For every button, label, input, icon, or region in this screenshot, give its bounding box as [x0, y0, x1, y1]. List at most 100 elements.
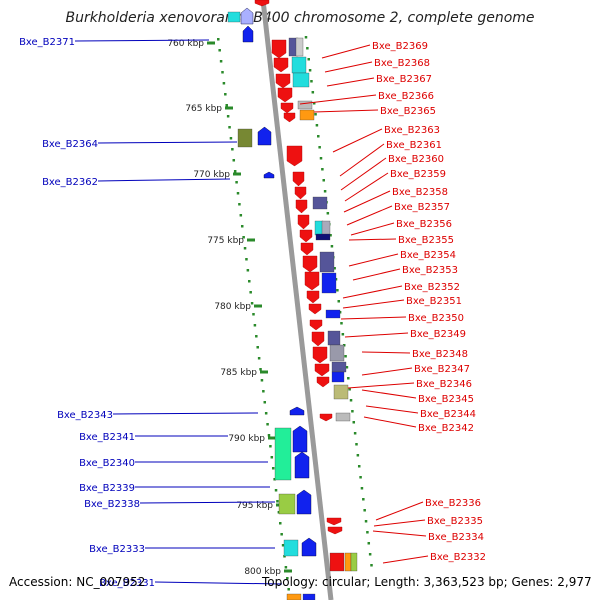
- guide-dot: [232, 159, 236, 162]
- right-gene-label: Bxe_B2365: [380, 106, 436, 117]
- right-leader: [321, 44, 371, 59]
- guide-dot: [321, 168, 324, 171]
- right-gene-label: Bxe_B2361: [386, 140, 442, 151]
- guide-dot: [314, 113, 317, 116]
- guide-dot: [270, 456, 274, 459]
- gene-block: [312, 196, 328, 210]
- right-leader: [350, 222, 395, 236]
- right-gene-label: Bxe_B2342: [418, 423, 474, 434]
- tick-label: 785 kbp: [220, 368, 257, 378]
- gene-block: [299, 109, 315, 121]
- gene-arrow-up: [240, 7, 254, 25]
- guide-dot: [304, 36, 308, 39]
- tick-mark: [260, 370, 268, 374]
- gene-arrow-down: [292, 171, 305, 187]
- right-leader: [361, 351, 411, 354]
- right-leader: [340, 316, 407, 320]
- guide-dot: [259, 368, 262, 371]
- gene-block: [327, 330, 341, 346]
- right-leader: [326, 77, 375, 87]
- guide-dot: [306, 47, 309, 50]
- tick-mark: [207, 41, 215, 45]
- guide-dot: [351, 410, 354, 413]
- guide-dot: [353, 432, 357, 435]
- right-gene-label: Bxe_B2351: [406, 296, 462, 307]
- left-leader: [74, 39, 210, 42]
- right-leader: [347, 382, 415, 389]
- left-gene-label: Bxe_B2339: [79, 483, 135, 494]
- guide-dot: [287, 588, 290, 591]
- right-gene-label: Bxe_B2369: [372, 41, 428, 52]
- gene-arrow-down: [297, 214, 310, 230]
- guide-dot: [252, 313, 255, 316]
- gene-block: [325, 309, 341, 319]
- guide-dot: [318, 146, 321, 149]
- gene-arrow-down: [273, 57, 289, 73]
- right-leader: [348, 238, 397, 241]
- guide-dot: [363, 509, 366, 512]
- guide-dot: [274, 489, 278, 492]
- tick-label: 795 kbp: [236, 501, 273, 511]
- gene-features: [227, 0, 358, 600]
- guide-dot: [229, 137, 233, 140]
- guide-dot: [340, 322, 343, 325]
- guide-dot: [250, 302, 254, 305]
- guide-dot: [326, 212, 330, 215]
- guide-dot: [266, 423, 269, 426]
- guide-dot: [330, 245, 334, 248]
- guide-dot: [337, 300, 340, 303]
- guide-dot: [359, 476, 362, 479]
- tick-label: 775 kbp: [207, 236, 244, 246]
- gene-arrow-down: [294, 186, 307, 200]
- right-leader: [382, 555, 429, 564]
- guide-dot: [233, 170, 237, 173]
- guide-dot: [235, 181, 238, 184]
- guide-dot: [240, 225, 244, 228]
- tick-label: 770 kbp: [193, 170, 230, 180]
- guide-dots: [217, 36, 373, 600]
- guide-dot: [323, 190, 327, 193]
- gene-arrow-down: [277, 87, 293, 103]
- right-gene-label: Bxe_B2347: [414, 364, 470, 375]
- gene-arrow-down: [327, 526, 343, 535]
- guide-dot: [329, 234, 332, 237]
- gene-arrow-down: [283, 112, 296, 123]
- tick-mark: [268, 436, 276, 440]
- guide-dot: [355, 443, 358, 446]
- right-gene-label: Bxe_B2348: [412, 349, 468, 360]
- guide-dot: [224, 93, 227, 96]
- left-leader: [139, 501, 276, 504]
- right-gene-label: Bxe_B2353: [402, 265, 458, 276]
- gene-block: [274, 427, 292, 481]
- guide-dot: [276, 500, 279, 503]
- right-gene-label: Bxe_B2356: [396, 219, 452, 230]
- guide-dot: [370, 564, 373, 567]
- gene-block: [237, 128, 253, 148]
- gene-block: [333, 384, 349, 400]
- left-gene-label: Bxe_B2333: [89, 544, 145, 555]
- left-gene-label: Bxe_B2331: [99, 578, 155, 589]
- right-leader: [352, 268, 401, 281]
- gene-arrow-down: [286, 145, 303, 167]
- guide-dot: [315, 124, 319, 127]
- right-gene-label: Bxe_B2360: [388, 154, 444, 165]
- right-gene-label: Bxe_B2332: [430, 552, 486, 563]
- left-gene-label: Bxe_B2364: [42, 139, 98, 150]
- guide-dot: [312, 102, 316, 105]
- right-gene-label: Bxe_B2344: [420, 409, 476, 420]
- tick-label: 760 kbp: [167, 39, 204, 49]
- right-leader: [344, 172, 389, 202]
- gene-arrow-up: [292, 425, 308, 453]
- guide-dot: [364, 520, 368, 523]
- left-gene-label: Bxe_B2362: [42, 177, 98, 188]
- guide-dot: [345, 366, 349, 369]
- gene-arrow-down: [280, 102, 294, 114]
- gene-block: [286, 593, 302, 600]
- tick-mark: [254, 304, 262, 308]
- guide-dot: [255, 335, 258, 338]
- right-leader: [346, 205, 393, 226]
- guide-dot: [348, 388, 351, 391]
- left-leader: [97, 141, 238, 144]
- gene-block: [283, 539, 299, 557]
- right-gene-label: Bxe_B2357: [394, 202, 450, 213]
